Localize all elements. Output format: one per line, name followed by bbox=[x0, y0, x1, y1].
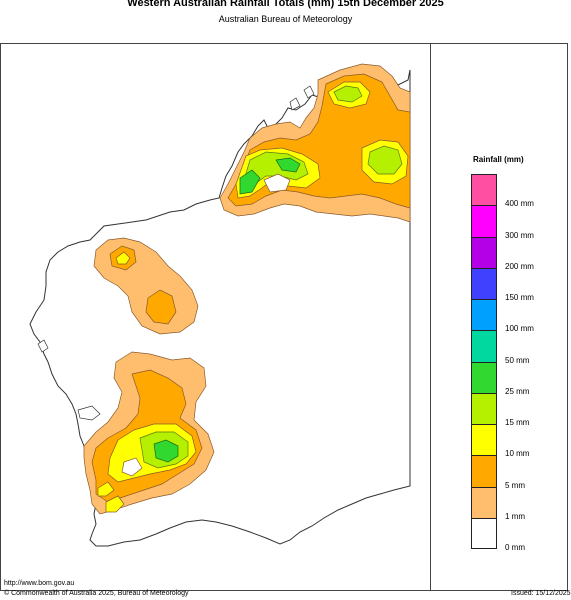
legend-swatch bbox=[471, 392, 497, 424]
legend-title: Rainfall (mm) bbox=[473, 155, 524, 164]
map-subtitle: Australian Bureau of Meteorology bbox=[218, 14, 353, 24]
legend-swatch bbox=[471, 236, 497, 268]
rain-25mm-kimberley bbox=[275, 157, 301, 173]
island bbox=[37, 339, 49, 353]
map-frame bbox=[0, 43, 568, 591]
island bbox=[303, 85, 315, 99]
island bbox=[289, 97, 301, 111]
rainfall-map bbox=[29, 63, 411, 547]
legend-label: 50 mm bbox=[505, 355, 530, 365]
rain-15mm-kimberley-east bbox=[367, 145, 403, 175]
rain-10mm-gascoyne-a bbox=[115, 251, 131, 265]
legend-label: 0 mm bbox=[505, 543, 525, 552]
rain-25mm-kimberley-west bbox=[239, 169, 261, 195]
rain-10mm-southwest-coast bbox=[97, 481, 115, 497]
legend-swatch bbox=[471, 330, 497, 362]
footer-url[interactable]: http://www.bom.gov.au bbox=[4, 580, 75, 587]
legend-swatch bbox=[471, 361, 497, 393]
rain-15mm-kimberley-north bbox=[333, 85, 363, 103]
dry-hole-southwest bbox=[121, 457, 143, 477]
legend-label: 150 mm bbox=[505, 293, 534, 302]
dry-hole-kimberley bbox=[263, 173, 291, 193]
map-title: Western Australian Rainfall Totals (mm) … bbox=[127, 0, 444, 9]
legend-label: 15 mm bbox=[505, 418, 530, 427]
legend-label: 10 mm bbox=[505, 449, 530, 459]
footer-copyright: © Commonwealth of Australia 2025, Bureau… bbox=[4, 590, 189, 597]
legend-label: 1 mm bbox=[505, 511, 525, 521]
legend-label: 25 mm bbox=[505, 386, 530, 396]
rain-25mm-southwest bbox=[153, 439, 179, 463]
legend-label: 400 mm bbox=[505, 199, 534, 209]
legend-label: 100 mm bbox=[505, 324, 534, 334]
legend-swatch bbox=[471, 299, 497, 331]
legend-swatch bbox=[471, 174, 497, 206]
legend-swatch bbox=[471, 424, 497, 456]
legend-color-bar bbox=[471, 174, 497, 549]
legend-label: 200 mm bbox=[505, 261, 534, 271]
island bbox=[77, 405, 101, 421]
legend-swatch bbox=[471, 205, 497, 237]
legend-label: 5 mm bbox=[505, 480, 525, 490]
legend-swatch bbox=[471, 517, 497, 549]
legend-swatch bbox=[471, 267, 497, 299]
footer-issued: Issued: 15/12/2025 bbox=[511, 590, 571, 597]
legend-divider bbox=[430, 43, 431, 591]
legend-swatch bbox=[471, 486, 497, 518]
rain-10mm-southwest-south bbox=[105, 495, 125, 513]
rain-5mm-gascoyne-b bbox=[145, 289, 177, 325]
legend-label: 300 mm bbox=[505, 230, 534, 240]
legend-swatch bbox=[471, 455, 497, 487]
